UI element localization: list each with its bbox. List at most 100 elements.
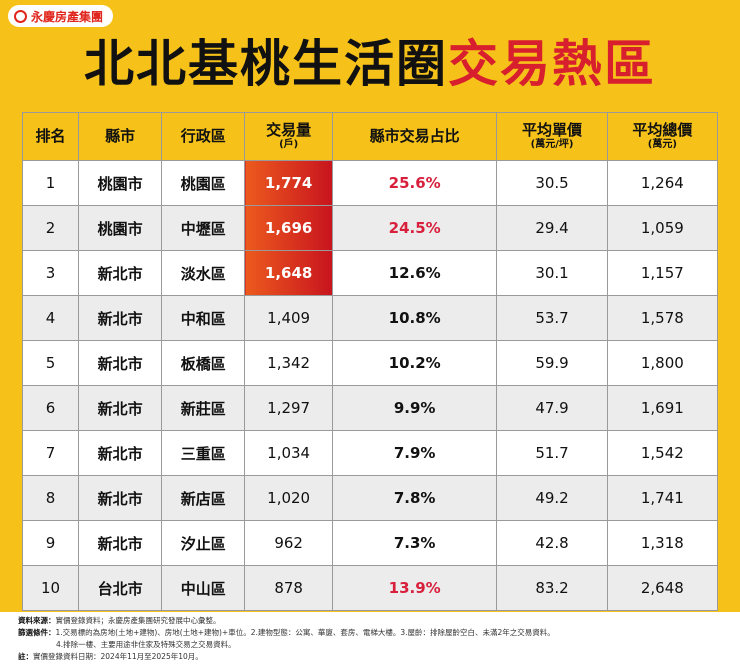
table-cell: 新北市 <box>78 340 163 386</box>
table-cell: 53.7 <box>496 295 608 341</box>
table-cell: 中壢區 <box>161 205 246 251</box>
table-cell: 新北市 <box>78 520 163 566</box>
header-label: 平均總價 <box>632 121 693 139</box>
table-cell: 13.9% <box>331 565 498 611</box>
table-cell: 1,691 <box>606 385 719 431</box>
table-cell: 新北市 <box>78 295 163 341</box>
table-cell: 12.6% <box>331 250 498 296</box>
table-cell: 1,774 <box>244 160 333 206</box>
table-cell: 三重區 <box>161 430 246 476</box>
table-cell: 59.9 <box>496 340 608 386</box>
ranking-table: 排名 縣市 行政區 交易量 (戶) 縣市交易占比 平均單價 (萬元/坪) 平均總價 (萬元) 1 桃園… <box>21 112 719 611</box>
note-text: 實價登錄資料日期：2024年11月至2025年10月。 <box>33 652 203 661</box>
table-cell: 7 <box>21 430 80 476</box>
header-unit: (戶) <box>279 139 299 150</box>
table-cell: 42.8 <box>496 520 608 566</box>
table-cell: 2,648 <box>606 565 719 611</box>
header-cell: 平均單價 (萬元/坪) <box>496 112 608 161</box>
note: 註：實價登錄資料日期：2024年11月至2025年10月。 <box>18 651 740 663</box>
table-cell: 3 <box>21 250 80 296</box>
table-cell: 47.9 <box>496 385 608 431</box>
table-cell: 1,696 <box>244 205 333 251</box>
table-cell: 9 <box>21 520 80 566</box>
header-label: 平均單價 <box>522 121 583 139</box>
table-cell: 1,020 <box>244 475 333 521</box>
table-cell: 新莊區 <box>161 385 246 431</box>
table-cell: 2 <box>21 205 80 251</box>
logo: 永慶房產集團 <box>8 5 114 27</box>
table-cell: 49.2 <box>496 475 608 521</box>
header-unit: (萬元/坪) <box>530 139 574 150</box>
table-cell: 24.5% <box>331 205 498 251</box>
table-cell: 1,409 <box>244 295 333 341</box>
table-cell: 1,578 <box>606 295 719 341</box>
table-cell: 30.5 <box>496 160 608 206</box>
header-cell: 平均總價 (萬元) <box>606 112 719 161</box>
table-cell: 1,800 <box>606 340 719 386</box>
notes: 資料來源：實價登錄資料；永慶房產集團研究發展中心彙整。 篩選條件：1.交易標的為房… <box>0 612 740 668</box>
logo-icon <box>14 9 27 23</box>
table-cell: 1,542 <box>606 430 719 476</box>
table-row: 7 新北市 三重區 1,034 7.9% 51.7 1,542 <box>21 430 719 476</box>
table-row: 2 桃園市 中壢區 1,696 24.5% 29.4 1,059 <box>21 205 719 251</box>
note-text: 1.交易標的為房地(土地+建物)、房地(土地+建物)+車位。2.建物型態：公寓、… <box>55 628 555 637</box>
table-row: 10 台北市 中山區 878 13.9% 83.2 2,648 <box>21 565 719 611</box>
table-cell: 1,318 <box>606 520 719 566</box>
header-cell: 縣市 <box>78 112 163 161</box>
table-row: 6 新北市 新莊區 1,297 9.9% 47.9 1,691 <box>21 385 719 431</box>
header-cell: 交易量 (戶) <box>244 112 333 161</box>
table-cell: 板橋區 <box>161 340 246 386</box>
table-cell: 83.2 <box>496 565 608 611</box>
table-cell: 中山區 <box>161 565 246 611</box>
table-row: 4 新北市 中和區 1,409 10.8% 53.7 1,578 <box>21 295 719 341</box>
table-cell: 桃園區 <box>161 160 246 206</box>
table-cell: 7.3% <box>331 520 498 566</box>
table-cell: 4 <box>21 295 80 341</box>
table-cell: 30.1 <box>496 250 608 296</box>
table-cell: 汐止區 <box>161 520 246 566</box>
table-cell: 878 <box>244 565 333 611</box>
table-row: 8 新北市 新店區 1,020 7.8% 49.2 1,741 <box>21 475 719 521</box>
note-text: 實價登錄資料；永慶房產集團研究發展中心彙整。 <box>55 616 221 625</box>
table-cell: 1 <box>21 160 80 206</box>
header-label: 交易量 <box>266 121 312 139</box>
header-cell: 行政區 <box>161 112 246 161</box>
table-cell: 10 <box>21 565 80 611</box>
note-text: 4.排除一樓、主要用途非住家及特殊交易之交易資料。 <box>56 640 236 649</box>
header-cell: 排名 <box>21 112 80 161</box>
title-main: 北北基桃生活圈 <box>84 35 448 93</box>
logo-text: 永慶房產集團 <box>31 9 104 24</box>
note: 篩選條件：1.交易標的為房地(土地+建物)、房地(土地+建物)+車位。2.建物型… <box>18 627 740 639</box>
note-label: 註： <box>18 652 33 661</box>
title-highlight: 交易熱區 <box>448 35 656 93</box>
table-cell: 10.8% <box>331 295 498 341</box>
header-label: 縣市 <box>105 127 136 145</box>
table-cell: 25.6% <box>331 160 498 206</box>
table-cell: 桃園市 <box>78 205 163 251</box>
table-cell: 962 <box>244 520 333 566</box>
table-cell: 10.2% <box>331 340 498 386</box>
table-cell: 淡水區 <box>161 250 246 296</box>
table-cell: 桃園市 <box>78 160 163 206</box>
note: 4.排除一樓、主要用途非住家及特殊交易之交易資料。 <box>18 639 740 651</box>
table-cell: 1,741 <box>606 475 719 521</box>
table-cell: 8 <box>21 475 80 521</box>
note-label: 資料來源： <box>18 616 56 625</box>
title: 北北基桃生活圈交易熱區 <box>0 34 740 94</box>
table-cell: 1,157 <box>606 250 719 296</box>
header-label: 縣市交易占比 <box>369 127 460 145</box>
table-cell: 新店區 <box>161 475 246 521</box>
table-cell: 1,648 <box>244 250 333 296</box>
header-label: 行政區 <box>180 127 226 145</box>
header-unit: (萬元) <box>647 139 677 150</box>
table-cell: 5 <box>21 340 80 386</box>
table-cell: 中和區 <box>161 295 246 341</box>
header-row: 排名 縣市 行政區 交易量 (戶) 縣市交易占比 平均單價 (萬元/坪) 平均總價 (萬元) <box>21 112 719 161</box>
note: 資料來源：實價登錄資料；永慶房產集團研究發展中心彙整。 <box>18 615 740 627</box>
table-cell: 新北市 <box>78 430 163 476</box>
table-row: 5 新北市 板橋區 1,342 10.2% 59.9 1,800 <box>21 340 719 386</box>
note-label: 篩選條件： <box>18 628 56 637</box>
table-row: 9 新北市 汐止區 962 7.3% 42.8 1,318 <box>21 520 719 566</box>
table-cell: 1,297 <box>244 385 333 431</box>
